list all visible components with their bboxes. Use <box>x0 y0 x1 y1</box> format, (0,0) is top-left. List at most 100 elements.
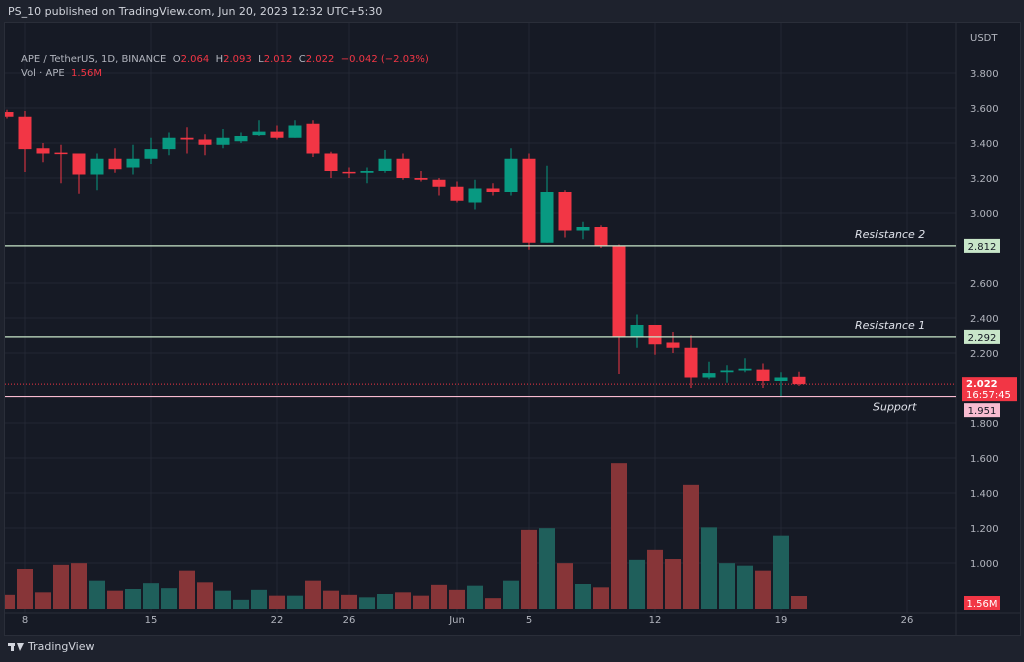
candle-body <box>684 347 698 378</box>
candle[interactable] <box>144 137 158 164</box>
candle[interactable] <box>594 225 608 248</box>
candle[interactable] <box>90 153 104 191</box>
symbol-info[interactable]: APE / TetherUS, 1D, BINANCE <box>21 54 167 65</box>
time-tick-label: 26 <box>901 615 914 626</box>
candle[interactable] <box>396 153 410 180</box>
volume-label[interactable]: Vol · APE <box>21 68 65 79</box>
candle[interactable] <box>234 132 248 144</box>
legend: APE / TetherUS, 1D, BINANCE O2.064 H2.09… <box>21 53 429 81</box>
candle[interactable] <box>162 132 176 156</box>
candlestick-chart[interactable]: 3.800 3.600 3.400 3.200 3.000 2.600 2.400 2.200… <box>5 23 1020 635</box>
volume-bar <box>197 582 213 609</box>
candle[interactable] <box>612 244 626 375</box>
candle[interactable] <box>72 153 86 194</box>
volume-bar <box>377 594 393 609</box>
volume-bar <box>611 463 627 609</box>
price-tick-label: 3.000 <box>970 209 999 220</box>
volume-bar <box>665 559 681 609</box>
candle[interactable] <box>378 150 392 173</box>
candle[interactable] <box>792 371 806 386</box>
price-tick-label: 3.200 <box>970 174 999 185</box>
time-tick-label: Jun <box>448 615 465 626</box>
volume-bar <box>521 529 537 609</box>
candle[interactable] <box>108 148 122 173</box>
candle-body <box>396 158 410 178</box>
candle[interactable] <box>270 125 284 140</box>
price-tick-label: 2.400 <box>970 314 999 325</box>
volume-bar <box>89 580 105 609</box>
candle[interactable] <box>198 134 212 156</box>
candle-body <box>522 158 536 243</box>
candle[interactable] <box>540 165 554 243</box>
volume-bar <box>215 590 231 609</box>
candle[interactable] <box>288 120 302 138</box>
candle[interactable] <box>468 179 482 210</box>
volume-bar <box>701 527 717 609</box>
candle[interactable] <box>774 372 788 397</box>
footer: TradingView <box>0 636 1024 662</box>
candle[interactable] <box>648 325 662 355</box>
candle[interactable] <box>684 335 698 389</box>
volume-bar <box>287 595 303 609</box>
volume-bar <box>773 535 789 609</box>
candle[interactable] <box>450 181 464 203</box>
price-tick-label: 1.000 <box>970 559 999 570</box>
candle-body <box>774 377 788 381</box>
level-price-badge <box>964 238 1000 253</box>
candle[interactable] <box>126 144 140 175</box>
candle-body <box>54 152 68 155</box>
candle[interactable] <box>5 109 14 119</box>
candle[interactable] <box>486 183 500 196</box>
candle[interactable] <box>324 151 338 178</box>
candle[interactable] <box>630 314 644 348</box>
candle[interactable] <box>342 167 356 179</box>
candle[interactable] <box>738 358 752 373</box>
close-value: 2.022 <box>305 54 335 65</box>
candle[interactable] <box>720 365 734 383</box>
candle[interactable] <box>756 363 770 389</box>
level-price-text: 2.812 <box>968 242 997 253</box>
price-tick-label: 2.200 <box>970 349 999 360</box>
candle-body <box>72 153 86 175</box>
candle[interactable] <box>306 120 320 157</box>
candle[interactable] <box>216 129 230 149</box>
level-label: Resistance 2 <box>855 228 925 241</box>
candle-body <box>288 125 302 138</box>
countdown-text: 16:57:45 <box>966 390 1011 401</box>
candle[interactable] <box>576 221 590 240</box>
candle[interactable] <box>18 110 32 173</box>
high-value: 2.093 <box>223 54 252 65</box>
candle-body <box>252 131 266 136</box>
candle-body <box>144 149 158 159</box>
candle[interactable] <box>666 332 680 353</box>
close-label: C <box>298 54 306 65</box>
legend-volume: Vol · APE 1.56M <box>21 67 429 81</box>
volume-bar <box>5 594 15 609</box>
candle[interactable] <box>360 167 374 184</box>
candle-body <box>234 136 248 142</box>
publish-info: PS_10 published on TradingView.com, Jun … <box>8 5 383 18</box>
price-tick-label: 2.600 <box>970 279 999 290</box>
high-label: H <box>215 54 224 65</box>
volume-bar <box>575 584 591 609</box>
candle-body <box>630 325 644 338</box>
candle-body <box>558 192 572 231</box>
time-tick-label: 8 <box>22 615 28 626</box>
candle[interactable] <box>36 143 50 163</box>
candle[interactable] <box>252 120 266 136</box>
chart-frame[interactable]: 3.800 3.600 3.400 3.200 3.000 2.600 2.400 2.200… <box>4 22 1021 636</box>
candle[interactable] <box>522 153 536 250</box>
candle[interactable] <box>54 144 68 184</box>
tradingview-logo[interactable]: TradingView <box>8 640 94 653</box>
candle[interactable] <box>702 361 716 380</box>
volume-bar <box>755 570 771 609</box>
candle[interactable] <box>180 127 194 154</box>
volume-bar <box>125 589 141 609</box>
candle[interactable] <box>504 148 518 196</box>
candle[interactable] <box>414 171 428 182</box>
candle-body <box>126 158 140 168</box>
volume-bar <box>323 590 339 609</box>
price-axis-currency: USDT <box>970 33 998 44</box>
candle[interactable] <box>558 190 572 238</box>
candle[interactable] <box>432 178 446 196</box>
